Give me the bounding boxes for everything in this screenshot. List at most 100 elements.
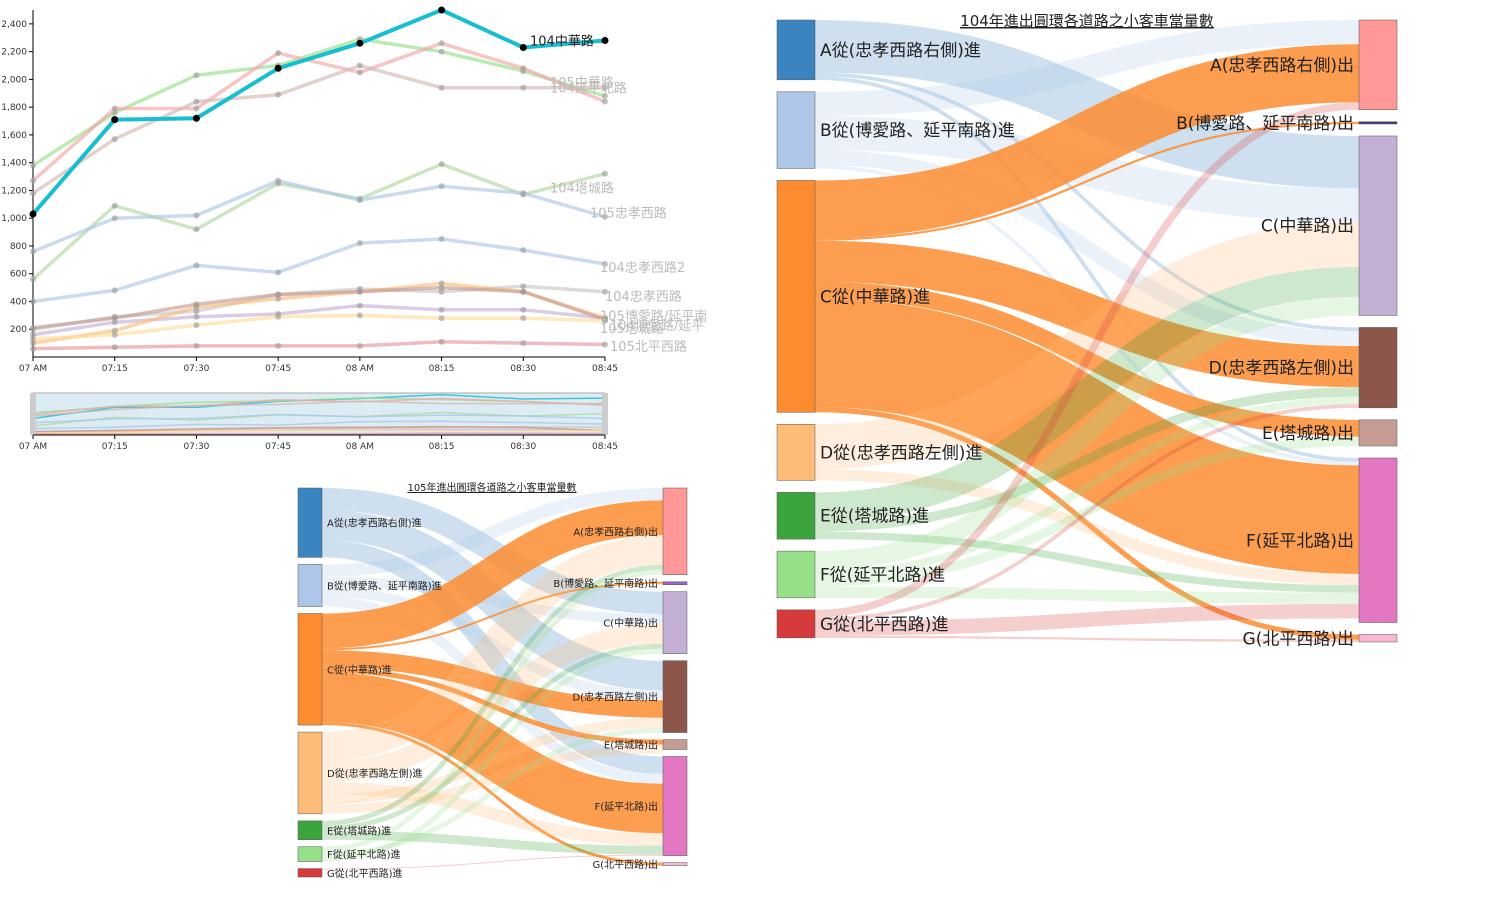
- series-point[interactable]: [111, 315, 118, 322]
- sankey-node[interactable]: [1358, 121, 1398, 125]
- sankey-link[interactable]: [321, 667, 664, 745]
- series-point[interactable]: [30, 345, 36, 352]
- series-point[interactable]: [519, 43, 527, 51]
- series-point[interactable]: [30, 340, 36, 347]
- series-point[interactable]: [275, 177, 282, 184]
- series-point[interactable]: [111, 136, 118, 143]
- sankey-link[interactable]: [814, 20, 1360, 189]
- sankey-node[interactable]: [1358, 135, 1398, 316]
- sankey-link[interactable]: [321, 717, 664, 804]
- series-point[interactable]: [602, 170, 608, 177]
- sankey-link[interactable]: [321, 830, 664, 855]
- sankey-link[interactable]: [814, 531, 1360, 593]
- sankey-link[interactable]: [321, 854, 664, 870]
- series-point[interactable]: [274, 64, 282, 72]
- series-point[interactable]: [602, 93, 608, 100]
- sankey-link[interactable]: [321, 781, 664, 846]
- series-point[interactable]: [29, 210, 37, 218]
- sankey-node[interactable]: [1358, 634, 1398, 643]
- sankey-link[interactable]: [814, 436, 1360, 587]
- sankey-link[interactable]: [321, 722, 664, 866]
- series-point[interactable]: [111, 287, 118, 294]
- series-point[interactable]: [602, 341, 608, 348]
- series-point[interactable]: [193, 308, 200, 315]
- sankey-link[interactable]: [321, 586, 664, 701]
- series-point[interactable]: [193, 105, 200, 112]
- series-line[interactable]: [32, 37, 606, 167]
- series-point[interactable]: [438, 306, 445, 313]
- series-point[interactable]: [438, 161, 445, 168]
- sankey-link[interactable]: [814, 102, 1360, 618]
- series-point[interactable]: [602, 98, 608, 105]
- sankey-node[interactable]: [662, 660, 688, 733]
- sankey-node[interactable]: [297, 868, 323, 878]
- sankey-link[interactable]: [814, 44, 1360, 239]
- sankey-link[interactable]: [321, 564, 664, 826]
- series-point[interactable]: [356, 312, 363, 319]
- sankey-node[interactable]: [297, 487, 323, 558]
- sankey-node[interactable]: [1358, 419, 1398, 447]
- series-point[interactable]: [438, 48, 445, 55]
- series-point[interactable]: [356, 288, 363, 295]
- series-line[interactable]: [31, 162, 606, 281]
- sankey-link[interactable]: [321, 569, 664, 852]
- series-point[interactable]: [275, 91, 282, 98]
- sankey-link[interactable]: [814, 469, 1360, 586]
- sankey-node[interactable]: [776, 91, 816, 169]
- sankey-link[interactable]: [321, 744, 664, 814]
- sankey-link[interactable]: [321, 672, 664, 834]
- series-line[interactable]: [32, 313, 606, 341]
- series-point[interactable]: [520, 84, 527, 91]
- series-point[interactable]: [438, 6, 446, 14]
- sankey-link[interactable]: [321, 727, 664, 857]
- series-line[interactable]: [32, 339, 606, 351]
- sankey-link[interactable]: [814, 387, 1360, 532]
- sankey-node[interactable]: [662, 581, 688, 585]
- series-point[interactable]: [356, 302, 363, 309]
- series-point[interactable]: [356, 240, 363, 247]
- sankey-node[interactable]: [297, 820, 323, 840]
- series-point[interactable]: [438, 40, 445, 47]
- series-point[interactable]: [602, 261, 608, 268]
- series-point[interactable]: [520, 190, 527, 197]
- sankey-link[interactable]: [814, 240, 1360, 388]
- series-point[interactable]: [438, 288, 445, 295]
- series-point[interactable]: [111, 202, 118, 209]
- series-point[interactable]: [601, 37, 609, 45]
- sankey-link[interactable]: [814, 149, 1360, 347]
- sankey-link[interactable]: [321, 487, 664, 577]
- sankey-node[interactable]: [776, 609, 816, 639]
- sankey-node[interactable]: [297, 846, 323, 862]
- series-point[interactable]: [111, 327, 118, 334]
- series-point[interactable]: [275, 269, 282, 276]
- sankey-node[interactable]: [662, 862, 688, 866]
- sankey-link[interactable]: [321, 581, 664, 651]
- sankey-node[interactable]: [297, 564, 323, 607]
- sankey-link[interactable]: [814, 266, 1360, 523]
- series-point[interactable]: [520, 283, 527, 290]
- series-point[interactable]: [356, 39, 364, 47]
- series-point[interactable]: [30, 298, 36, 305]
- sankey-link[interactable]: [814, 396, 1360, 578]
- sankey-link[interactable]: [321, 643, 664, 831]
- sankey-node[interactable]: [662, 591, 688, 654]
- series-point[interactable]: [602, 288, 608, 295]
- sankey-link[interactable]: [321, 488, 664, 615]
- sankey-link[interactable]: [814, 121, 1360, 241]
- sankey-link[interactable]: [814, 76, 1360, 462]
- series-point[interactable]: [30, 190, 36, 197]
- series-point[interactable]: [30, 248, 36, 255]
- series-point[interactable]: [111, 344, 118, 351]
- series-point[interactable]: [275, 295, 282, 302]
- series-point[interactable]: [356, 197, 363, 204]
- series-point[interactable]: [30, 331, 36, 338]
- series-point[interactable]: [356, 62, 363, 69]
- series-point[interactable]: [193, 226, 200, 233]
- sankey-link[interactable]: [814, 635, 1360, 642]
- series-point[interactable]: [602, 84, 608, 91]
- series-point[interactable]: [438, 236, 445, 243]
- series-point[interactable]: [192, 114, 200, 122]
- series-point[interactable]: [111, 105, 118, 112]
- series-point[interactable]: [356, 342, 363, 349]
- brush-handle-right[interactable]: [602, 393, 608, 435]
